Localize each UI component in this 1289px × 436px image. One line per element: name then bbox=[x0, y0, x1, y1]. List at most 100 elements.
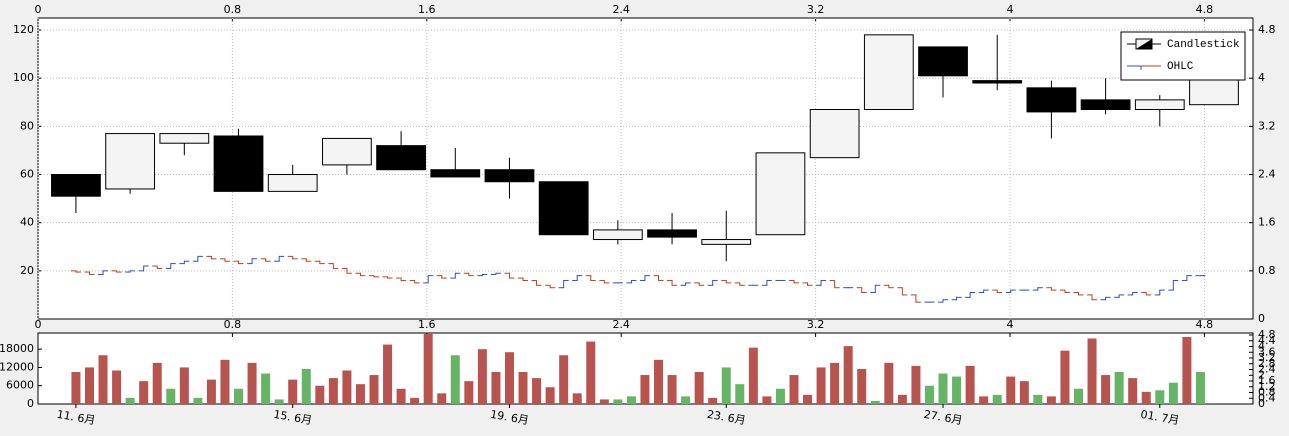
candle-body bbox=[701, 239, 752, 245]
candle-body bbox=[1026, 87, 1077, 113]
volume-bar bbox=[152, 362, 162, 404]
x2-tick-label: 0 bbox=[35, 318, 42, 331]
volume-bar bbox=[952, 376, 962, 404]
candle-body bbox=[809, 109, 860, 159]
candle-body bbox=[863, 34, 914, 111]
volume-bar bbox=[193, 397, 203, 404]
volume-bar bbox=[1019, 381, 1029, 404]
x2-tick-label: 0.8 bbox=[224, 318, 242, 331]
volume-bar bbox=[125, 397, 135, 404]
volume-bar bbox=[383, 344, 393, 404]
candle-body bbox=[484, 169, 535, 183]
x2-tick-label: 4 bbox=[1007, 3, 1014, 16]
x2-tick-label: 0 bbox=[35, 3, 42, 16]
volume-bar bbox=[979, 396, 989, 404]
volume-bar bbox=[559, 355, 569, 404]
volume-bar bbox=[870, 400, 880, 404]
candle-body bbox=[592, 229, 643, 241]
volume-bar bbox=[112, 370, 122, 404]
volume-bar bbox=[545, 387, 555, 404]
volume-bar bbox=[1195, 372, 1205, 404]
x2-tick-label: 1.6 bbox=[418, 318, 436, 331]
y2-tick-label: 4.8 bbox=[1258, 23, 1276, 36]
volume-bar bbox=[504, 352, 514, 404]
y-tick-label: 80 bbox=[20, 119, 34, 132]
y2-tick-label: 4 bbox=[1258, 71, 1265, 84]
candle-body bbox=[647, 229, 697, 238]
y2-tick-label: 0 bbox=[1258, 397, 1265, 410]
candle-body bbox=[918, 46, 968, 77]
y2-tick-label: 1.2 bbox=[1258, 380, 1276, 393]
volume-bar bbox=[464, 381, 474, 404]
candle-body bbox=[322, 137, 372, 166]
volume-bar bbox=[532, 378, 542, 404]
volume-bar bbox=[897, 394, 907, 404]
volume-bar bbox=[775, 388, 785, 404]
volume-bar bbox=[1114, 372, 1124, 404]
volume-bar bbox=[261, 373, 271, 404]
volume-bar bbox=[1046, 396, 1056, 404]
x2-tick-label: 4.8 bbox=[1196, 318, 1214, 331]
volume-bar bbox=[681, 396, 691, 404]
y2-tick-label: 0 bbox=[1258, 312, 1265, 325]
candle-body bbox=[538, 181, 589, 236]
volume-bar bbox=[1141, 391, 1151, 404]
volume-bar bbox=[301, 368, 311, 404]
volume-bar bbox=[735, 384, 745, 404]
x2-tick-label: 4.8 bbox=[1196, 3, 1214, 16]
x2-tick-label: 2.4 bbox=[612, 318, 630, 331]
volume-bar bbox=[410, 397, 420, 404]
y2-tick-label: 3.2 bbox=[1258, 351, 1276, 364]
volume-bar bbox=[1060, 350, 1070, 404]
x2-tick-label: 1.6 bbox=[418, 3, 436, 16]
volume-bar bbox=[654, 359, 664, 404]
y2-tick-label: 0.8 bbox=[1258, 264, 1276, 277]
legend-label: Candlestick bbox=[1167, 39, 1240, 51]
y2-tick-label: 1.6 bbox=[1258, 374, 1276, 387]
volume-bar bbox=[274, 399, 284, 404]
volume-bar bbox=[477, 349, 487, 404]
y2-tick-label: 4.8 bbox=[1258, 328, 1276, 341]
volume-bar bbox=[572, 393, 582, 404]
volume-bar bbox=[626, 396, 636, 404]
y-tick-label: 40 bbox=[20, 216, 34, 229]
volume-bar bbox=[518, 372, 528, 404]
volume-bar bbox=[139, 381, 149, 404]
legend-label: OHLC bbox=[1167, 61, 1194, 73]
volume-bar bbox=[911, 365, 921, 404]
y-tick-label: 6000 bbox=[6, 379, 34, 392]
volume-bar bbox=[84, 367, 94, 404]
y-tick-label: 100 bbox=[13, 71, 34, 84]
y2-tick-label: 2 bbox=[1258, 368, 1265, 381]
volume-bar bbox=[965, 365, 975, 404]
volume-bar bbox=[1006, 376, 1016, 404]
candle-body bbox=[430, 169, 481, 178]
volume-bar bbox=[924, 385, 934, 404]
volume-bar bbox=[1182, 336, 1192, 404]
volume-bar bbox=[98, 355, 108, 404]
volume-bar bbox=[789, 375, 799, 404]
volume-bar bbox=[992, 394, 1002, 404]
volume-bar bbox=[694, 372, 704, 404]
volume-bar bbox=[247, 362, 257, 404]
candle-body bbox=[1134, 99, 1185, 111]
y2-tick-label: 2.4 bbox=[1258, 168, 1276, 181]
volume-bar bbox=[830, 362, 840, 404]
y-tick-label: 18000 bbox=[0, 342, 34, 355]
y-tick-label: 20 bbox=[20, 264, 34, 277]
candle-body bbox=[972, 80, 1023, 84]
volume-bar bbox=[1155, 390, 1165, 404]
y2-tick-label: 0.8 bbox=[1258, 386, 1276, 399]
volume-bar bbox=[1087, 338, 1097, 404]
volume-bar bbox=[1101, 375, 1111, 404]
volume-bar bbox=[586, 341, 596, 404]
y-tick-label: 60 bbox=[20, 168, 34, 181]
volume-bar bbox=[748, 347, 758, 404]
volume-bar bbox=[234, 388, 244, 404]
y2-tick-label: 3.2 bbox=[1258, 119, 1276, 132]
volume-bar bbox=[938, 373, 948, 404]
volume-bar bbox=[762, 396, 772, 404]
y2-tick-label: 4.4 bbox=[1258, 334, 1276, 347]
x2-tick-label: 0.8 bbox=[224, 3, 242, 16]
